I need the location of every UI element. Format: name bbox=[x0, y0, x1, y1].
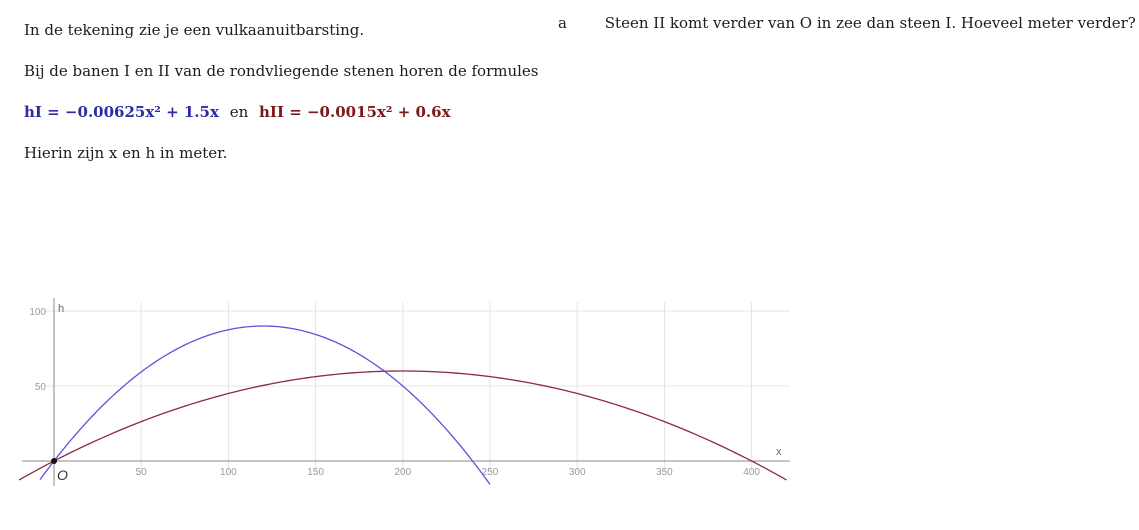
origin-point bbox=[51, 458, 57, 464]
intro-text: In de tekening zie je een vulkaanuitbars… bbox=[24, 20, 539, 184]
x-tick-label-350: 350 bbox=[656, 467, 673, 478]
parabola-chart: x h 50 100 150 200 250 300 350 400 50 100 O bbox=[18, 298, 790, 486]
question-text: Steen II komt verder van O in zee dan st… bbox=[604, 14, 1136, 32]
intro-line-1: In de tekening zie je een vulkaanuitbars… bbox=[24, 21, 365, 39]
x-tick-label-200: 200 bbox=[394, 467, 411, 478]
series-layer bbox=[18, 325, 787, 485]
grid-layer bbox=[44, 302, 790, 472]
x-tick-label-250: 250 bbox=[482, 467, 499, 478]
x-tick-label-100: 100 bbox=[220, 467, 237, 478]
x-tick-label-50: 50 bbox=[136, 467, 148, 478]
y-axis-label: h bbox=[58, 303, 64, 315]
y-tick-label-50: 50 bbox=[35, 382, 47, 393]
x-tick-label-400: 400 bbox=[743, 467, 760, 478]
x-tick-label-300: 300 bbox=[569, 467, 586, 478]
marker-layer bbox=[51, 458, 57, 464]
chart-container: x h 50 100 150 200 250 300 350 400 50 100 O bbox=[0, 290, 800, 526]
formula-1: hI = −0.00625x² + 1.5x bbox=[24, 103, 219, 121]
origin-label: O bbox=[57, 467, 68, 483]
series-line-1 bbox=[39, 325, 491, 485]
axis-layer bbox=[22, 298, 790, 486]
formula-line: hI = −0.00625x² + 1.5x en hII = −0.0015x… bbox=[24, 102, 539, 122]
question-a: a Steen II komt verder van O in zee dan … bbox=[558, 14, 1136, 32]
question-letter: a bbox=[558, 14, 567, 32]
x-tick-label-150: 150 bbox=[307, 467, 324, 478]
x-axis-label: x bbox=[776, 446, 782, 458]
intro-line-4: Hierin zijn x en h in meter. bbox=[24, 144, 228, 162]
intro-line-2: Bij de banen I en II van de rondvliegend… bbox=[24, 62, 539, 80]
tick-label-layer: x h 50 100 150 200 250 300 350 400 50 100 O bbox=[29, 303, 782, 483]
series-line-2 bbox=[18, 370, 787, 481]
formula-2: hII = −0.0015x² + 0.6x bbox=[259, 103, 451, 121]
y-tick-label-100: 100 bbox=[29, 307, 46, 318]
formula-conjunction: en bbox=[229, 103, 249, 121]
